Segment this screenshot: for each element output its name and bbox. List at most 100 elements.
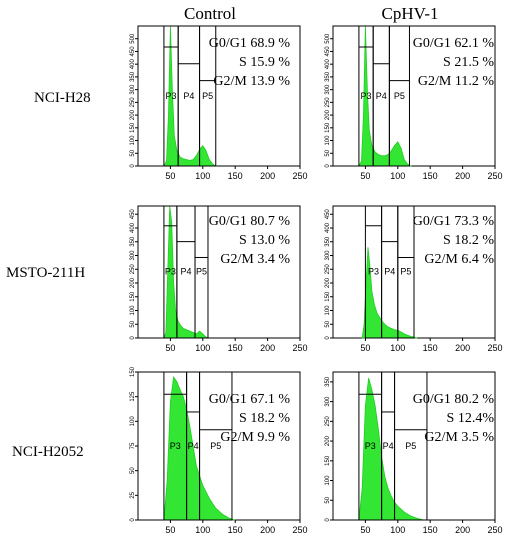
histogram-area (358, 25, 413, 167)
histogram-panel: P3 P4 P5 50 100 150 200 250 0 50 100 150 200 250 300 35… (307, 22, 503, 184)
phase-percentages: G0/G1 80.7 % S 13.0 % G2/M 3.4 % (209, 212, 290, 269)
y-tick-label: 100 (325, 305, 331, 316)
y-tick-label: 450 (130, 209, 136, 220)
x-tick-label: 250 (292, 343, 307, 353)
gate-p5 (199, 371, 233, 521)
y-tick-label: 500 (130, 33, 136, 44)
gate-label: P5 (202, 91, 213, 101)
phase-percentage-line: G0/G1 62.1 % (412, 36, 494, 51)
gate-label: P5 (400, 267, 411, 277)
x-tick-label: 100 (195, 525, 210, 535)
phase-percentage-line: G0/G1 73.3 % (412, 214, 494, 229)
histogram-panel: P3 P4 P5 50 100 150 200 250 0 50 100 150 200 250 300 35… (307, 368, 503, 538)
gate-p5 (397, 205, 415, 339)
y-tick-label: 50 (325, 149, 331, 156)
y-tick-label: 400 (325, 222, 331, 233)
x-tick-label: 50 (360, 525, 370, 535)
histogram-panel: P3 P4 P5 50 100 150 200 250 0 25 50 75 100 125 150 (112, 366, 308, 538)
x-tick-label: 250 (487, 343, 502, 353)
y-tick-label: 100 (325, 135, 331, 146)
histogram-area (163, 375, 236, 521)
row-label-msto-211h: MSTO-211H (6, 265, 86, 281)
y-tick-label: 250 (130, 264, 136, 275)
x-tick-label: 250 (487, 525, 502, 535)
x-tick-label: 250 (487, 171, 502, 181)
y-tick-label: 0 (325, 336, 331, 340)
y-tick-label: 150 (130, 122, 136, 133)
y-tick-label: 150 (325, 455, 331, 466)
phase-percentages: G0/G1 73.3 % S 18.2 % G2/M 6.4 % (413, 212, 494, 269)
phase-percentage-line: S 21.5 % (443, 55, 494, 70)
y-tick-label: 100 (325, 475, 331, 486)
phase-percentage-line: S 13.0 % (239, 233, 290, 248)
y-tick-label: 150 (325, 122, 331, 133)
y-tick-label: 25 (130, 491, 136, 498)
y-tick-label: 350 (130, 71, 136, 82)
y-tick-label: 100 (130, 135, 136, 146)
gate-label: P5 (196, 267, 207, 277)
x-tick-label: 150 (228, 171, 243, 181)
gate-label: P4 (188, 441, 199, 451)
x-tick-label: 200 (455, 171, 470, 181)
y-tick-label: 0 (130, 518, 136, 522)
y-tick-label: 450 (130, 46, 136, 57)
x-tick-label: 150 (228, 525, 243, 535)
phase-percentage-line: G2/M 3.4 % (220, 252, 290, 267)
phase-percentage-line: G2/M 3.5 % (424, 430, 494, 445)
gate-label: P3 (165, 267, 176, 277)
histogram-panel: P3 P4 P5 50 100 150 200 250 0 50 100 150 200 250 300 35… (112, 202, 308, 356)
gate-label: P4 (383, 441, 394, 451)
plot-frame (137, 205, 301, 339)
column-header-control: Control (184, 4, 236, 23)
gate-p5 (394, 371, 428, 521)
y-tick-label: 250 (325, 416, 331, 427)
gate-p5 (194, 205, 209, 339)
x-tick-label: 50 (165, 525, 175, 535)
y-tick-label: 450 (325, 46, 331, 57)
gate-label: P3 (361, 91, 372, 101)
phase-percentage-line: G2/M 6.4 % (424, 252, 494, 267)
plot-frame (137, 25, 301, 167)
y-tick-label: 300 (325, 84, 331, 95)
histogram-area (361, 247, 418, 339)
phase-percentage-line: S 15.9 % (239, 55, 290, 70)
x-tick-label: 200 (455, 525, 470, 535)
gate-p5 (199, 25, 217, 167)
y-tick-label: 50 (130, 320, 136, 327)
y-tick-label: 250 (130, 97, 136, 108)
x-tick-label: 200 (260, 343, 275, 353)
x-tick-label: 250 (292, 171, 307, 181)
gate-label: P3 (166, 91, 177, 101)
x-tick-label: 50 (360, 171, 370, 181)
y-tick-label: 75 (130, 442, 136, 449)
y-tick-label: 0 (325, 164, 331, 168)
y-tick-label: 500 (325, 33, 331, 44)
phase-percentages: G0/G1 67.1 % S 18.2 % G2/M 9.9 % (209, 390, 290, 447)
phase-percentage-line: G0/G1 68.9 % (208, 36, 290, 51)
x-tick-label: 100 (195, 343, 210, 353)
x-tick-label: 150 (423, 525, 438, 535)
phase-percentages: G0/G1 80.2 % S 12.4% G2/M 3.5 % (413, 390, 494, 447)
y-tick-label: 350 (130, 236, 136, 247)
x-tick-label: 200 (455, 343, 470, 353)
y-tick-label: 100 (130, 305, 136, 316)
y-tick-label: 300 (130, 84, 136, 95)
row-label-nci-h2052: NCI-H2052 (12, 444, 84, 460)
column-header-cphv1: CpHV-1 (381, 4, 439, 23)
phase-percentage-line: G2/M 9.9 % (220, 430, 290, 445)
x-tick-label: 50 (360, 343, 370, 353)
histogram-panel: P3 P4 P5 50 100 150 200 250 0 50 100 150 200 250 300 35… (307, 202, 503, 356)
y-tick-label: 0 (325, 518, 331, 522)
histogram-chart: P3 P4 P5 50 100 150 200 250 0 25 50 75 100 125 150 (130, 366, 308, 535)
y-tick-label: 125 (130, 391, 136, 402)
y-tick-label: 200 (130, 109, 136, 120)
y-tick-label: 250 (325, 97, 331, 108)
gate-label: P5 (210, 441, 221, 451)
gate-label: P5 (405, 441, 416, 451)
y-tick-label: 50 (325, 320, 331, 327)
x-tick-label: 250 (292, 525, 307, 535)
